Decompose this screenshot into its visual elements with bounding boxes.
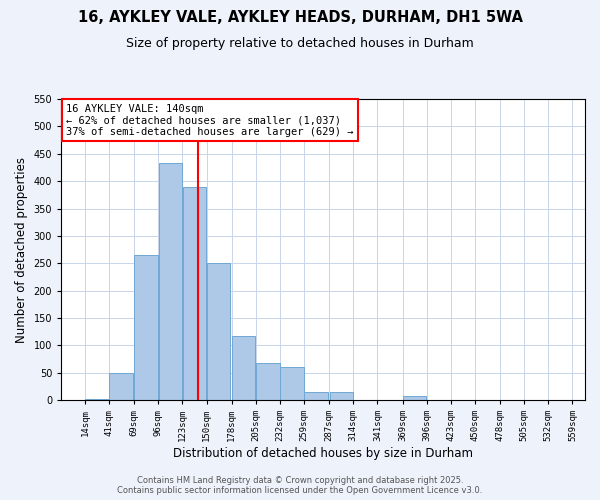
Text: 16 AYKLEY VALE: 140sqm
← 62% of detached houses are smaller (1,037)
37% of semi-: 16 AYKLEY VALE: 140sqm ← 62% of detached… xyxy=(67,104,354,136)
Bar xyxy=(183,186,206,400)
Bar xyxy=(109,373,133,400)
Bar xyxy=(403,396,426,400)
Bar xyxy=(134,255,158,400)
Text: Contains HM Land Registry data © Crown copyright and database right 2025.
Contai: Contains HM Land Registry data © Crown c… xyxy=(118,476,482,495)
Bar xyxy=(256,363,280,400)
Bar xyxy=(207,264,230,400)
Bar xyxy=(329,392,353,400)
Text: 16, AYKLEY VALE, AYKLEY HEADS, DURHAM, DH1 5WA: 16, AYKLEY VALE, AYKLEY HEADS, DURHAM, D… xyxy=(77,10,523,25)
Bar xyxy=(232,336,256,400)
Y-axis label: Number of detached properties: Number of detached properties xyxy=(15,156,28,342)
Text: Size of property relative to detached houses in Durham: Size of property relative to detached ho… xyxy=(126,38,474,51)
Bar xyxy=(304,392,328,400)
X-axis label: Distribution of detached houses by size in Durham: Distribution of detached houses by size … xyxy=(173,447,473,460)
Bar xyxy=(85,399,109,400)
Bar xyxy=(280,368,304,400)
Bar xyxy=(158,163,182,400)
